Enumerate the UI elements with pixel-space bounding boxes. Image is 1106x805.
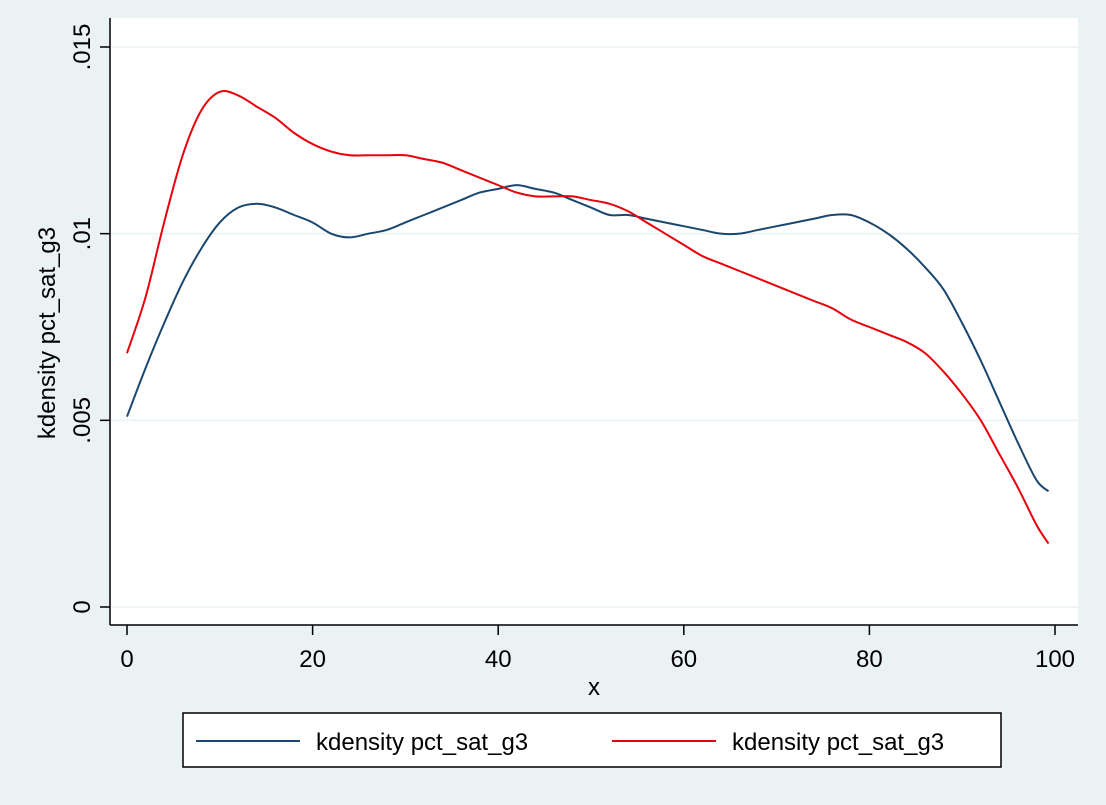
y-tick-label: 0 (69, 600, 96, 613)
axes (109, 18, 1078, 626)
y-axis-title: kdensity pct_sat_g3 (34, 227, 61, 439)
x-tick-label: 100 (1035, 646, 1075, 673)
x-tick-label: 80 (856, 646, 883, 673)
series-lines (126, 89, 1050, 545)
plot-area (110, 18, 1078, 625)
legend-box (182, 712, 1002, 768)
legend: kdensity pct_sat_g3 kdensity pct_sat_g3 (182, 712, 1002, 768)
legend-label-series-2: kdensity pct_sat_g3 (732, 729, 944, 756)
series-line-2 (126, 89, 1050, 545)
ticks: 0 .005 .01 .015 0 20 40 60 80 100 (69, 24, 1075, 673)
series-line-1 (126, 184, 1050, 493)
x-tick-label: 20 (299, 646, 326, 673)
y-tick-label: .005 (69, 397, 96, 444)
y-tick-label: .01 (69, 217, 96, 250)
x-tick-label: 0 (120, 646, 133, 673)
x-axis-title: x (588, 674, 600, 701)
gridlines (110, 46, 1078, 608)
x-tick-label: 60 (670, 646, 697, 673)
y-tick-label: .015 (69, 24, 96, 71)
x-tick-label: 40 (485, 646, 512, 673)
legend-label-series-1: kdensity pct_sat_g3 (316, 729, 528, 756)
